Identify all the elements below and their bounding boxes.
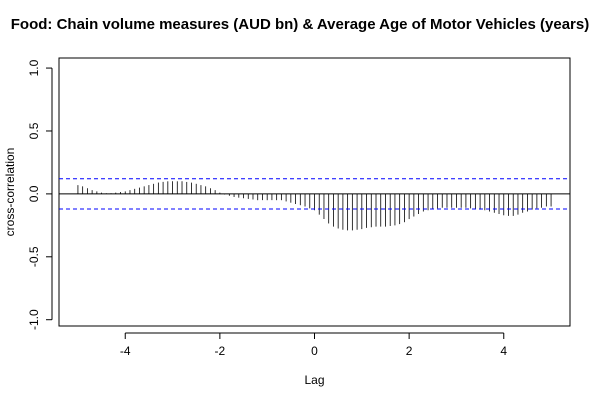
y-tick-label: -1.0 bbox=[27, 309, 41, 330]
y-tick-label: -0.5 bbox=[27, 246, 41, 267]
x-tick-label: 4 bbox=[500, 344, 507, 358]
x-tick-label: 0 bbox=[311, 344, 318, 358]
y-axis-label: cross-correlation bbox=[3, 148, 17, 237]
y-tick-label: 1.0 bbox=[27, 59, 41, 76]
x-axis-label: Lag bbox=[304, 373, 324, 387]
x-axis: -4 -2 0 2 4 bbox=[120, 332, 507, 358]
bars-group bbox=[77, 181, 552, 231]
x-tick-label: -2 bbox=[215, 344, 226, 358]
chart-title: Food: Chain volume measures (AUD bn) & A… bbox=[10, 16, 590, 33]
y-tick-label: 0.0 bbox=[27, 185, 41, 202]
y-tick-label: 0.5 bbox=[27, 122, 41, 139]
plot-frame bbox=[58, 57, 571, 327]
x-tick-label: 2 bbox=[406, 344, 413, 358]
y-axis: -1.0 -0.5 0.0 0.5 1.0 bbox=[27, 59, 53, 330]
x-tick-label: -4 bbox=[120, 344, 131, 358]
